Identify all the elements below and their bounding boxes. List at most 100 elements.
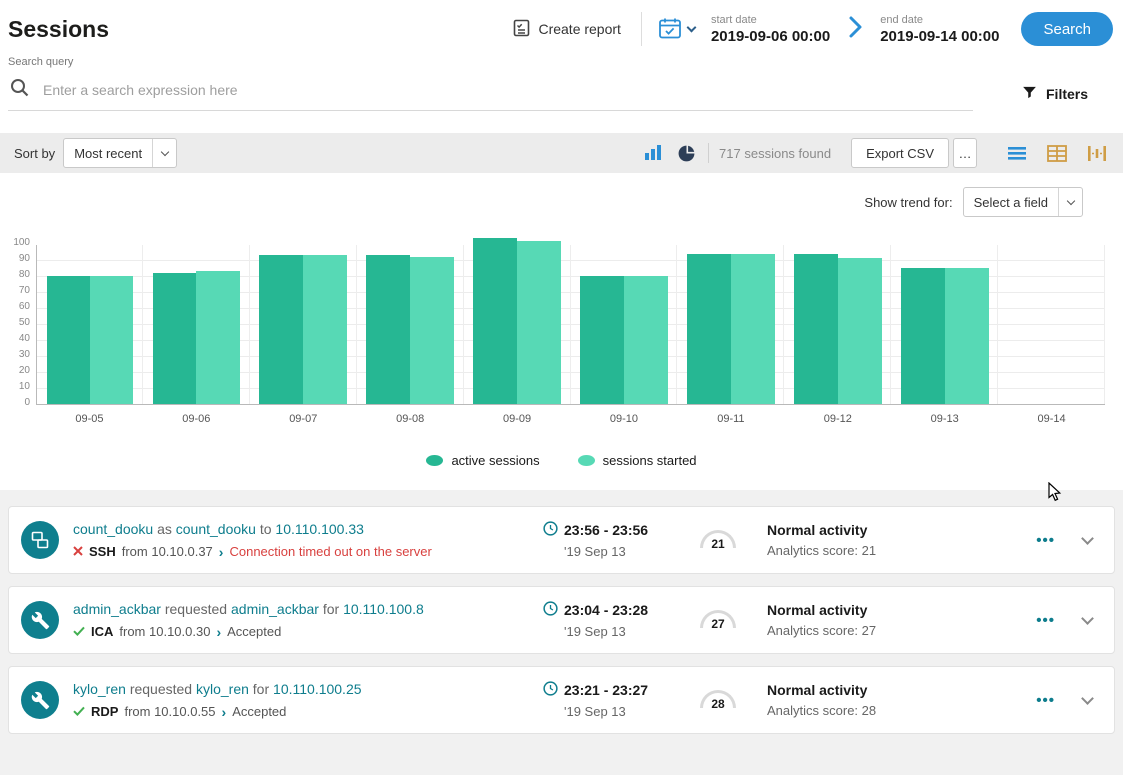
bar-active-sessions[interactable] [47, 276, 90, 404]
bar-sessions-started[interactable] [90, 276, 133, 404]
end-date-field[interactable]: end date 2019-09-14 00:00 [880, 14, 999, 45]
x-tick-label: 09-12 [784, 413, 891, 425]
session-result: Accepted [227, 624, 281, 639]
x-tick-label: 09-05 [36, 413, 143, 425]
analytics-score-gauge: 28 [683, 690, 753, 711]
start-date-value: 2019-09-06 00:00 [711, 28, 830, 45]
x-tick-label: 09-10 [571, 413, 678, 425]
remote-desktop-icon [21, 521, 59, 559]
session-result: Connection timed out on the server [229, 544, 431, 559]
legend-label: active sessions [451, 453, 539, 468]
x-tick-label: 09-07 [250, 413, 357, 425]
bar-group: 09-06 [143, 245, 250, 425]
bar-active-sessions[interactable] [473, 238, 517, 404]
session-row[interactable]: kylo_ren requested kylo_ren for 10.110.1… [8, 666, 1115, 734]
chevron-down-icon [686, 22, 696, 32]
bar-active-sessions[interactable] [366, 255, 410, 404]
trend-field-select[interactable]: Select a field [963, 187, 1083, 217]
bar-sessions-started[interactable] [303, 255, 347, 404]
sessions-trend-chart: 0102030405060708090100 09-0509-0609-0709… [6, 243, 1105, 425]
bar-sessions-started[interactable] [196, 271, 240, 404]
sort-select[interactable]: Most recent [63, 138, 177, 168]
session-user2-link[interactable]: admin_ackbar [231, 601, 319, 617]
chevron-down-icon [152, 139, 176, 167]
analytics-score-gauge: 27 [683, 610, 753, 631]
x-tick-label: 09-11 [677, 413, 784, 425]
sessions-list: count_dooku as count_dooku to 10.110.100… [0, 490, 1123, 775]
bar-active-sessions[interactable] [794, 254, 838, 404]
session-user-link[interactable]: count_dooku [73, 521, 153, 537]
end-date-label: end date [880, 14, 999, 26]
bar-sessions-started[interactable] [731, 254, 775, 404]
session-user2-link[interactable]: count_dooku [176, 521, 256, 537]
header: Sessions Create report start date 2019-0… [0, 0, 1123, 50]
search-input[interactable] [41, 81, 971, 99]
row-menu-button[interactable]: ••• [1032, 688, 1059, 713]
session-result: Accepted [232, 704, 286, 719]
bar-active-sessions[interactable] [259, 255, 303, 404]
breadcrumb-chevron-icon: › [216, 624, 221, 640]
session-row[interactable]: admin_ackbar requested admin_ackbar for … [8, 586, 1115, 654]
session-user2-link[interactable]: kylo_ren [196, 681, 249, 697]
x-tick-label: 09-08 [357, 413, 464, 425]
bar-sessions-started[interactable] [838, 258, 882, 404]
bar-active-sessions[interactable] [687, 254, 731, 404]
clock-icon [543, 601, 558, 619]
search-section: Search query Filters [0, 50, 1123, 111]
legend-item[interactable]: sessions started [578, 453, 697, 468]
row-expand-button[interactable] [1079, 533, 1096, 547]
column-resize-view-icon[interactable] [1085, 143, 1109, 164]
bar-chart-view-icon[interactable] [641, 142, 665, 164]
session-target-link[interactable]: 10.110.100.8 [343, 601, 424, 617]
chart-legend: active sessions sessions started [0, 453, 1123, 468]
session-relation: as [157, 521, 172, 537]
analytics-score-text: Analytics score: 27 [767, 623, 1032, 638]
bar-active-sessions[interactable] [901, 268, 945, 404]
bar-sessions-started[interactable] [945, 268, 989, 404]
row-expand-button[interactable] [1079, 693, 1096, 707]
session-user-link[interactable]: kylo_ren [73, 681, 126, 697]
y-tick-label: 70 [19, 285, 30, 296]
start-date-field[interactable]: start date 2019-09-06 00:00 [711, 14, 830, 45]
export-csv-button[interactable]: Export CSV [851, 138, 949, 168]
end-date-value: 2019-09-14 00:00 [880, 28, 999, 45]
search-icon [10, 78, 29, 102]
session-target-link[interactable]: 10.110.100.25 [273, 681, 362, 697]
bar-active-sessions[interactable] [153, 273, 197, 404]
y-tick-label: 60 [19, 301, 30, 312]
row-menu-button[interactable]: ••• [1032, 608, 1059, 633]
x-tick-label: 09-09 [464, 413, 571, 425]
analytics-score-text: Analytics score: 28 [767, 703, 1032, 718]
wrench-icon [21, 681, 59, 719]
pie-chart-view-icon[interactable] [675, 142, 698, 165]
chart-plot: 09-0509-0609-0709-0809-0909-1009-1109-12… [36, 243, 1105, 425]
arrow-right-icon [844, 14, 866, 45]
session-user-link[interactable]: admin_ackbar [73, 601, 161, 617]
create-report-button[interactable]: Create report [507, 18, 626, 41]
bar-sessions-started[interactable] [410, 257, 454, 404]
bar-sessions-started[interactable] [624, 276, 668, 404]
chevron-down-icon [1081, 692, 1094, 705]
session-row[interactable]: count_dooku as count_dooku to 10.110.100… [8, 506, 1115, 574]
breadcrumb-chevron-icon: › [222, 704, 227, 720]
results-count: 717 sessions found [719, 146, 831, 161]
session-target-link[interactable]: 10.110.100.33 [275, 521, 364, 537]
start-date-label: start date [711, 14, 830, 26]
legend-item[interactable]: active sessions [426, 453, 539, 468]
legend-label: sessions started [603, 453, 697, 468]
filter-icon [1021, 84, 1038, 104]
filters-button[interactable]: Filters [1015, 83, 1094, 105]
calendar-button[interactable] [656, 17, 697, 42]
row-expand-button[interactable] [1079, 613, 1096, 627]
divider [708, 143, 709, 163]
bar-sessions-started[interactable] [517, 241, 561, 404]
sort-select-value: Most recent [64, 146, 152, 161]
bar-active-sessions[interactable] [580, 276, 624, 404]
table-view-icon[interactable] [1045, 143, 1069, 164]
export-more-button[interactable]: … [953, 138, 977, 168]
list-view-icon[interactable] [1005, 143, 1029, 163]
row-menu-button[interactable]: ••• [1032, 528, 1059, 553]
search-button[interactable]: Search [1021, 12, 1113, 46]
legend-toggle-icon [578, 455, 595, 466]
bar-group: 09-08 [357, 245, 464, 425]
